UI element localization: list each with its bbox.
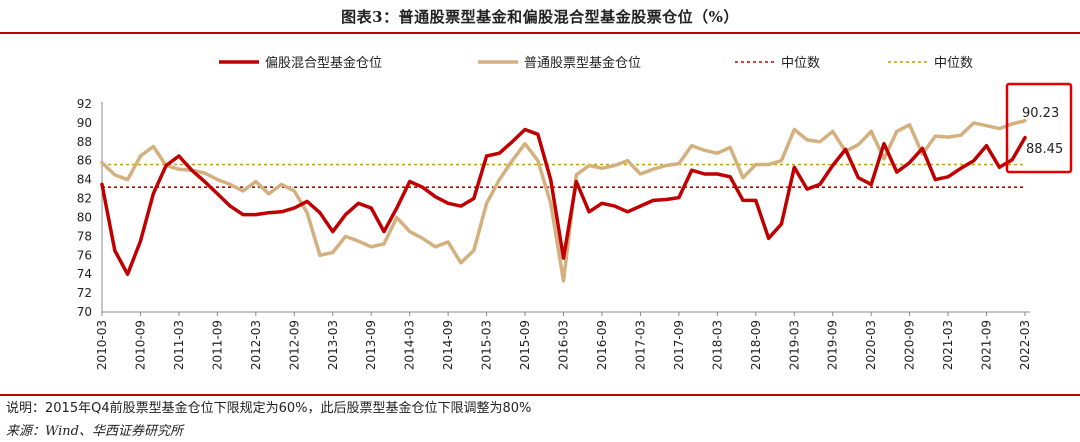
y-tick-label: 78 — [77, 229, 92, 243]
x-tick-label: 2015-03 — [480, 320, 494, 370]
x-tick-label: 2011-09 — [210, 320, 224, 370]
x-tick-label: 2022-03 — [1018, 320, 1032, 370]
y-tick-label: 86 — [77, 154, 92, 168]
x-tick-label: 2018-03 — [710, 320, 724, 370]
legend-label: 中位数 — [781, 56, 820, 71]
x-tick-label: 2010-03 — [95, 320, 109, 370]
y-tick-label: 90 — [77, 116, 92, 130]
y-tick-label: 84 — [77, 173, 92, 187]
annotation-label: 88.45 — [1026, 142, 1063, 157]
legend-label: 普通股票型基金仓位 — [524, 55, 641, 71]
annotation-label: 90.23 — [1022, 106, 1059, 121]
highlight-box — [1005, 82, 1073, 174]
x-tick-label: 2013-09 — [364, 320, 378, 370]
x-tick-label: 2019-09 — [826, 320, 840, 370]
chart-svg: 70 72 74 76 78 80 82 84 86 88 90 92 2010-03 2010-09 20… — [77, 55, 1073, 370]
y-tick-label: 72 — [77, 286, 92, 300]
legend-label: 中位数 — [934, 56, 973, 71]
y-tick-label: 88 — [77, 135, 92, 149]
x-tick-label: 2021-09 — [980, 320, 994, 370]
chart-source: 来源：Wind、华西证券研究所 — [6, 424, 183, 439]
x-tick-label: 2020-09 — [903, 320, 917, 370]
legend-label: 偏股混合型基金仓位 — [265, 55, 382, 71]
y-tick-label: 82 — [77, 192, 92, 206]
x-tick-label: 2016-03 — [557, 320, 571, 370]
x-tick-label: 2015-09 — [518, 320, 532, 370]
x-tick-label: 2020-03 — [864, 320, 878, 370]
x-tick-label: 2017-09 — [672, 320, 686, 370]
y-tick-label: 80 — [77, 210, 92, 224]
x-tick-label: 2012-09 — [287, 320, 301, 370]
y-tick-label: 70 — [77, 305, 92, 319]
x-tick-label: 2017-03 — [633, 320, 647, 370]
title-rule — [0, 32, 1080, 34]
x-tick-label: 2019-03 — [787, 320, 801, 370]
x-tick-label: 2012-03 — [249, 320, 263, 370]
x-tick-label: 2016-09 — [595, 320, 609, 370]
x-tick-label: 2014-09 — [441, 320, 455, 370]
x-tick-label: 2021-03 — [941, 320, 955, 370]
series-line — [100, 118, 1027, 283]
chart-note: 说明：2015年Q4前股票型基金仓位下限规定为60%，此后股票型基金仓位下限调整… — [6, 401, 532, 416]
y-tick-label: 74 — [77, 267, 92, 281]
footer-rule — [0, 394, 1080, 396]
chart-title: 图表3：普通股票型基金和偏股混合型基金股票仓位（%） — [341, 8, 739, 26]
x-tick-label: 2014-03 — [403, 320, 417, 370]
x-tick-label: 2011-03 — [172, 320, 186, 370]
x-tick-label: 2010-09 — [133, 320, 147, 370]
x-tick-label: 2013-03 — [326, 320, 340, 370]
x-tick-label: 2018-09 — [749, 320, 763, 370]
y-tick-label: 92 — [77, 97, 92, 111]
series-line — [100, 127, 1027, 276]
y-tick-label: 76 — [77, 248, 92, 262]
